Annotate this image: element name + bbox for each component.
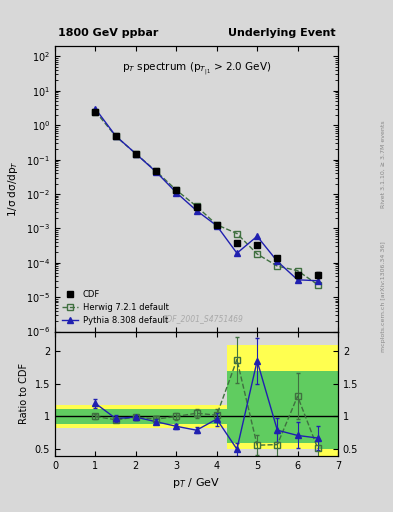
Y-axis label: Ratio to CDF: Ratio to CDF bbox=[19, 363, 29, 424]
Text: Underlying Event: Underlying Event bbox=[228, 28, 335, 37]
Text: CDF_2001_S4751469: CDF_2001_S4751469 bbox=[161, 314, 243, 323]
X-axis label: p$_T$ / GeV: p$_T$ / GeV bbox=[173, 476, 220, 490]
Text: Rivet 3.1.10, ≥ 3.7M events: Rivet 3.1.10, ≥ 3.7M events bbox=[381, 120, 386, 208]
Text: mcplots.cern.ch [arXiv:1306.34 36]: mcplots.cern.ch [arXiv:1306.34 36] bbox=[381, 242, 386, 352]
Text: p$_T$ spectrum (p$_{T_{|1}}$ > 2.0 GeV): p$_T$ spectrum (p$_{T_{|1}}$ > 2.0 GeV) bbox=[122, 60, 271, 77]
Y-axis label: 1/σ dσ/dp$_T$: 1/σ dσ/dp$_T$ bbox=[6, 160, 20, 217]
Legend: CDF, Herwig 7.2.1 default, Pythia 8.308 default: CDF, Herwig 7.2.1 default, Pythia 8.308 … bbox=[59, 287, 171, 327]
Text: 1800 GeV ppbar: 1800 GeV ppbar bbox=[58, 28, 158, 37]
